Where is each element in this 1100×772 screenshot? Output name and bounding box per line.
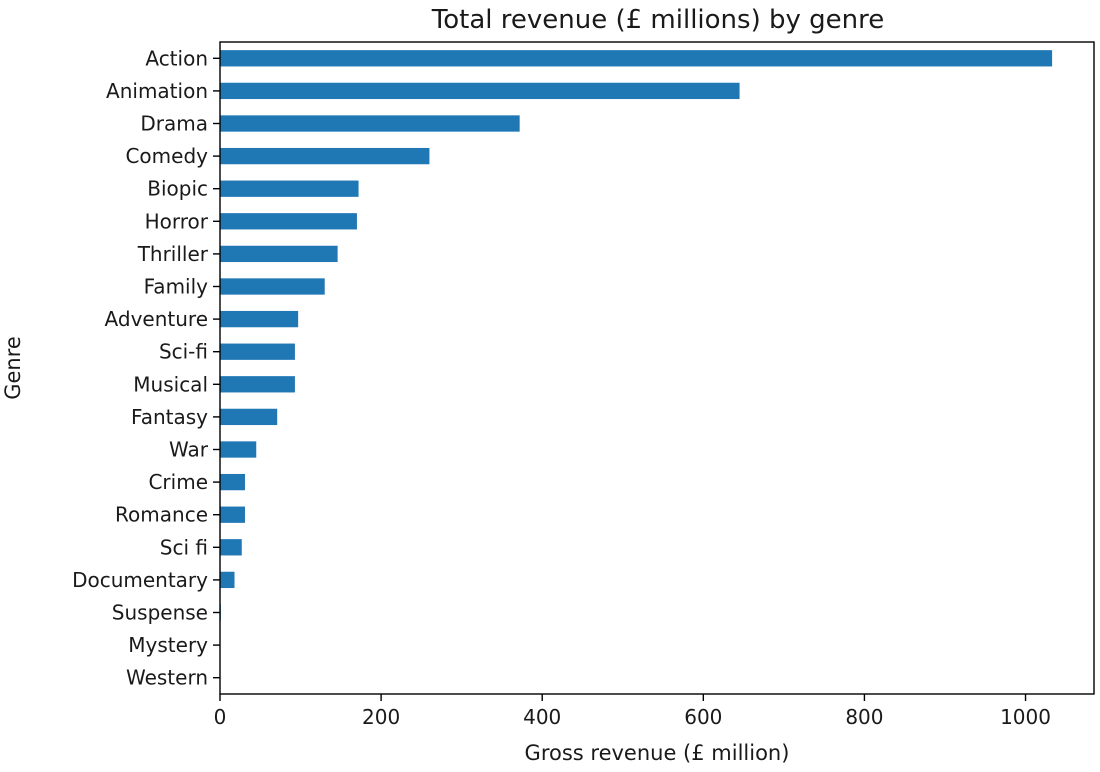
bar-horror [220, 213, 357, 230]
y-tick-label: Romance [115, 503, 208, 527]
bar-biopic [220, 180, 359, 197]
x-tick-label: 400 [523, 705, 561, 729]
x-tick-label: 800 [845, 705, 883, 729]
bar-war [220, 441, 257, 458]
y-tick-label: Musical [133, 372, 208, 396]
bar-romance [220, 506, 245, 523]
bar-crime [220, 473, 245, 491]
bar-adventure [220, 310, 299, 328]
bar-family [220, 278, 325, 295]
y-tick-label: Western [126, 666, 208, 690]
y-tick-label: Animation [106, 79, 208, 103]
y-tick-label: Adventure [105, 307, 208, 331]
y-tick-label: Sci fi [160, 535, 208, 559]
bar-sci-fi [220, 343, 295, 360]
bars-layer [220, 50, 1053, 621]
bar-comedy [220, 147, 430, 165]
x-tick-label: 200 [362, 705, 400, 729]
bar-animation [220, 82, 740, 100]
plot-frame [219, 41, 1095, 695]
y-tick-label: Drama [140, 112, 208, 136]
y-tick-label: Family [144, 275, 209, 299]
x-tick-label: 1000 [1000, 705, 1051, 729]
bar-action [220, 50, 1053, 67]
x-axis: 0 200 400 600 800 1000 [214, 694, 1051, 729]
y-axis: Action Animation Drama Comedy Biopic Horror Th… [72, 46, 220, 690]
y-tick-label: Fantasy [131, 405, 208, 429]
chart-title: Total revenue (£ millions) by genre [431, 5, 884, 35]
y-axis-label: Genre [1, 336, 25, 400]
y-tick-label: Mystery [128, 633, 208, 657]
bar-drama [220, 115, 520, 132]
y-tick-label: Action [145, 46, 208, 70]
bar-documentary [220, 571, 235, 589]
x-axis-label: Gross revenue (£ million) [525, 741, 790, 765]
bar-thriller [220, 245, 338, 263]
y-tick-label: Sci-fi [159, 340, 208, 364]
y-tick-label: Horror [145, 209, 209, 233]
y-tick-label: Biopic [147, 177, 208, 201]
y-tick-label: War [169, 438, 209, 462]
x-tick-label: 600 [684, 705, 722, 729]
x-tick-label: 0 [214, 705, 227, 729]
bar-musical [220, 376, 295, 393]
y-tick-label: Documentary [72, 568, 208, 592]
y-tick-label: Crime [148, 470, 208, 494]
y-tick-label: Thriller [137, 242, 209, 266]
y-tick-label: Comedy [125, 144, 208, 168]
bar-sci-fi [220, 539, 242, 556]
y-tick-label: Suspense [112, 601, 208, 625]
bar-fantasy [220, 408, 278, 426]
